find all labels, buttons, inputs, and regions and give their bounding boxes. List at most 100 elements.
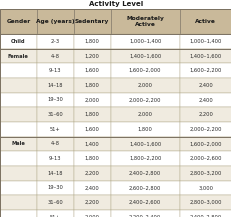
Text: 51+: 51+ — [50, 127, 60, 132]
Text: 1,400: 1,400 — [84, 141, 99, 146]
Bar — [73, 195, 110, 210]
Bar — [179, 9, 231, 34]
Text: Activity Level: Activity Level — [88, 1, 143, 7]
Bar — [37, 195, 73, 210]
Bar — [0, 49, 37, 63]
Text: 1,600–2,200: 1,600–2,200 — [189, 68, 221, 73]
Bar — [73, 9, 110, 34]
Bar — [179, 166, 231, 181]
Text: Moderately
Active: Moderately Active — [126, 16, 163, 27]
Text: 1,800–2,200: 1,800–2,200 — [128, 156, 161, 161]
Text: 2,400–2,800: 2,400–2,800 — [189, 215, 221, 217]
Bar — [37, 107, 73, 122]
Bar — [73, 181, 110, 195]
Bar — [0, 151, 37, 166]
Bar — [0, 107, 37, 122]
Text: 1,600–2,000: 1,600–2,000 — [128, 68, 161, 73]
Bar — [110, 166, 179, 181]
Bar — [110, 63, 179, 78]
Text: 2,000–2,200: 2,000–2,200 — [189, 127, 221, 132]
Bar — [179, 107, 231, 122]
Bar — [37, 63, 73, 78]
Text: 2,400–2,800: 2,400–2,800 — [128, 171, 161, 176]
Text: 2,800–3,000: 2,800–3,000 — [189, 200, 221, 205]
Bar — [0, 63, 37, 78]
Text: 1,600: 1,600 — [84, 127, 99, 132]
Text: 2,200: 2,200 — [84, 200, 99, 205]
Text: 1,800: 1,800 — [84, 112, 99, 117]
Text: 2,400: 2,400 — [198, 97, 212, 102]
Bar — [179, 63, 231, 78]
Text: 2,000–2,200: 2,000–2,200 — [128, 97, 161, 102]
Bar — [110, 34, 179, 49]
Text: 19–30: 19–30 — [47, 185, 63, 190]
Text: 2,000: 2,000 — [84, 97, 99, 102]
Bar — [110, 181, 179, 195]
Bar — [179, 137, 231, 151]
Text: 1,400–1,600: 1,400–1,600 — [189, 54, 221, 59]
Text: Child: Child — [11, 39, 26, 44]
Bar — [73, 49, 110, 63]
Bar — [73, 78, 110, 93]
Bar — [37, 78, 73, 93]
Bar — [179, 195, 231, 210]
Text: 2–3: 2–3 — [51, 39, 60, 44]
Text: 1,800: 1,800 — [84, 83, 99, 88]
Bar — [179, 78, 231, 93]
Text: Male: Male — [11, 141, 25, 146]
Bar — [73, 151, 110, 166]
Text: 2,200–2,400: 2,200–2,400 — [128, 215, 161, 217]
Bar — [110, 122, 179, 137]
Text: 9–13: 9–13 — [49, 156, 61, 161]
Text: 1,800: 1,800 — [84, 39, 99, 44]
Bar — [179, 181, 231, 195]
Text: 1,600: 1,600 — [84, 68, 99, 73]
Text: 14–18: 14–18 — [47, 83, 63, 88]
Bar — [110, 107, 179, 122]
Bar — [110, 210, 179, 217]
Bar — [0, 122, 37, 137]
Bar — [73, 166, 110, 181]
Text: 2,000: 2,000 — [137, 112, 152, 117]
Bar — [110, 195, 179, 210]
Bar — [179, 210, 231, 217]
Bar — [37, 181, 73, 195]
Text: 4–8: 4–8 — [51, 141, 60, 146]
Text: Female: Female — [8, 54, 29, 59]
Bar — [0, 34, 37, 49]
Text: 31–60: 31–60 — [47, 112, 63, 117]
Text: 2,400–2,600: 2,400–2,600 — [128, 200, 161, 205]
Bar — [37, 34, 73, 49]
Bar — [179, 93, 231, 107]
Bar — [37, 9, 73, 34]
Bar — [110, 49, 179, 63]
Text: 2,800–3,200: 2,800–3,200 — [189, 171, 221, 176]
Text: Age (years): Age (years) — [36, 19, 74, 24]
Bar — [179, 151, 231, 166]
Bar — [73, 122, 110, 137]
Bar — [37, 151, 73, 166]
Text: 2,400: 2,400 — [198, 83, 212, 88]
Bar — [110, 78, 179, 93]
Text: 31–60: 31–60 — [47, 200, 63, 205]
Bar — [73, 107, 110, 122]
Bar — [73, 137, 110, 151]
Text: 2,000: 2,000 — [84, 215, 99, 217]
Bar — [37, 137, 73, 151]
Bar — [37, 210, 73, 217]
Text: 1,400–1,600: 1,400–1,600 — [128, 141, 161, 146]
Bar — [110, 9, 179, 34]
Bar — [0, 181, 37, 195]
Bar — [73, 63, 110, 78]
Bar — [73, 210, 110, 217]
Bar — [0, 78, 37, 93]
Bar — [37, 49, 73, 63]
Bar — [0, 137, 37, 151]
Text: 3,000: 3,000 — [198, 185, 213, 190]
Text: 1,600–2,000: 1,600–2,000 — [189, 141, 221, 146]
Text: 2,000–2,600: 2,000–2,600 — [189, 156, 221, 161]
Bar — [0, 93, 37, 107]
Bar — [0, 166, 37, 181]
Text: 1,800: 1,800 — [84, 156, 99, 161]
Text: 4–8: 4–8 — [51, 54, 60, 59]
